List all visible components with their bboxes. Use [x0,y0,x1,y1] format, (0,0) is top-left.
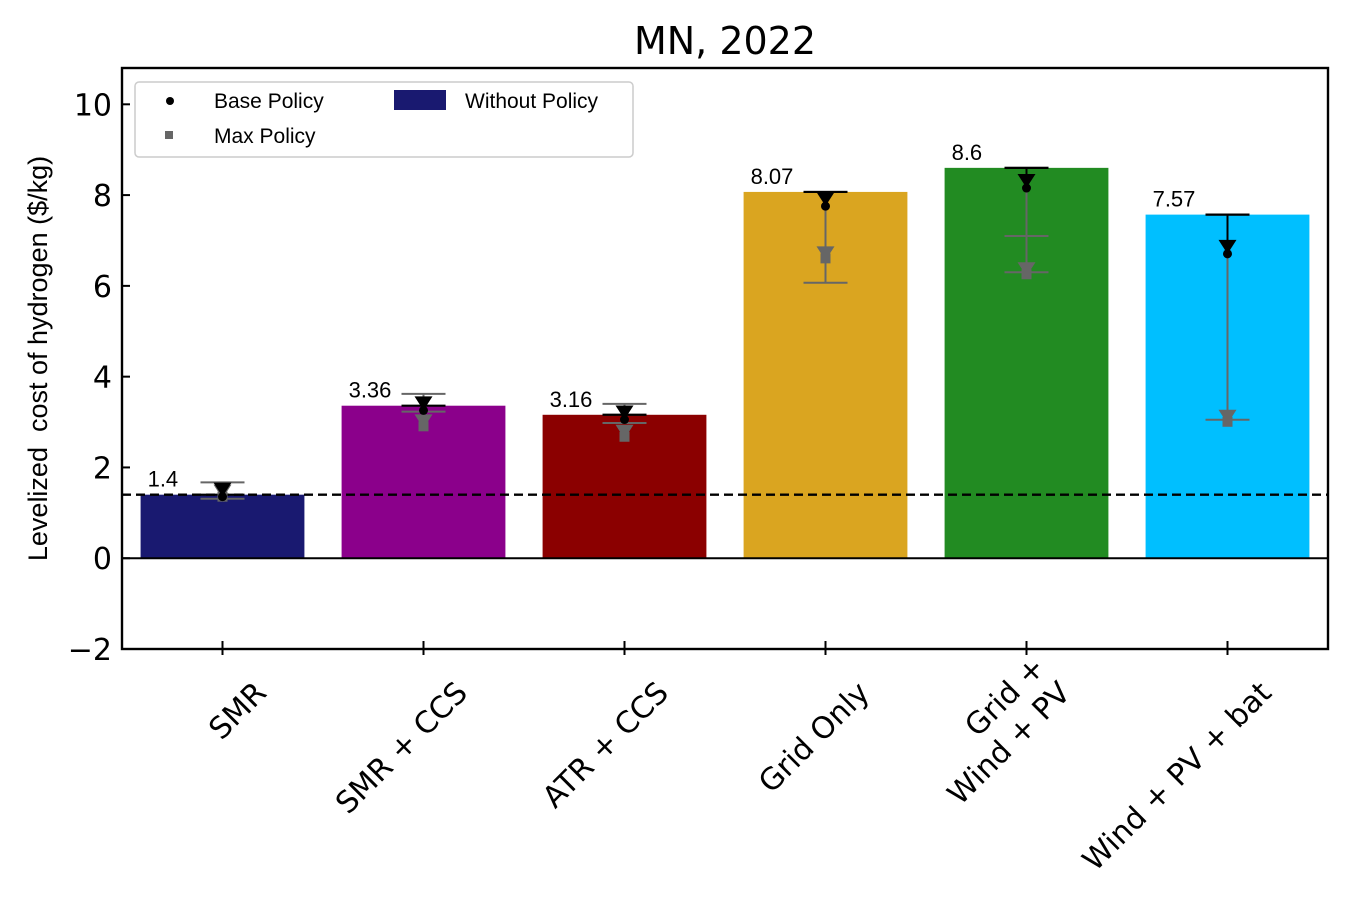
base-policy-triangle [213,482,232,497]
legend-max-policy-label: Max Policy [214,125,316,148]
x-tick-label: Wind + PV + bat [1076,675,1279,878]
x-tick-label: ATR + CCS [536,675,676,815]
x-tick-label: SMR + CCS [329,675,475,821]
legend-without-policy-patch [394,90,446,110]
y-axis-label: Levelized cost of hydrogen ($/kg) [23,156,53,561]
x-tick-label: Grid Only [752,675,877,800]
base-policy-marker [821,201,830,211]
max-policy-marker [820,253,831,264]
legend-base-policy-label: Base Policy [214,90,324,113]
y-tick-label: −2 [68,633,112,668]
max-policy-marker [418,421,429,432]
legend-box [134,81,634,158]
base-policy-marker [620,415,629,425]
y-tick-label: 0 [93,542,112,577]
y-tick-label: 10 [74,88,112,123]
legend-without-policy-label: Without Policy [465,90,599,113]
base-policy-marker [1022,183,1031,193]
legend-max-policy-marker [165,131,173,139]
value-label: 7.57 [1153,187,1196,212]
base-policy-triangle [414,396,433,411]
max-policy-marker [619,431,630,442]
x-tick-label: SMR [202,675,273,746]
max-policy-marker [1021,269,1032,280]
max-policy-marker [1222,416,1233,427]
base-policy-marker [1223,249,1232,259]
y-tick-label: 8 [93,179,112,214]
legend-base-policy-marker [166,97,174,105]
base-policy-marker [218,492,227,502]
y-tick-label: 6 [93,270,112,305]
base-policy-triangle [1017,174,1036,189]
value-label: 8.6 [952,140,983,165]
base-policy-triangle [816,192,835,207]
base-policy-triangle [1218,239,1237,254]
base-policy-triangle [615,405,634,420]
value-label: 3.16 [550,387,593,412]
bar [140,494,305,559]
y-tick-label: 2 [93,451,112,486]
value-label: 1.4 [148,467,179,492]
y-tick-label: 4 [93,361,112,396]
plot-frame [120,66,1330,651]
chart-title: MN, 2022 [634,19,816,63]
value-label: 3.36 [349,378,392,403]
value-label: 8.07 [751,164,794,189]
base-policy-marker [419,405,428,415]
